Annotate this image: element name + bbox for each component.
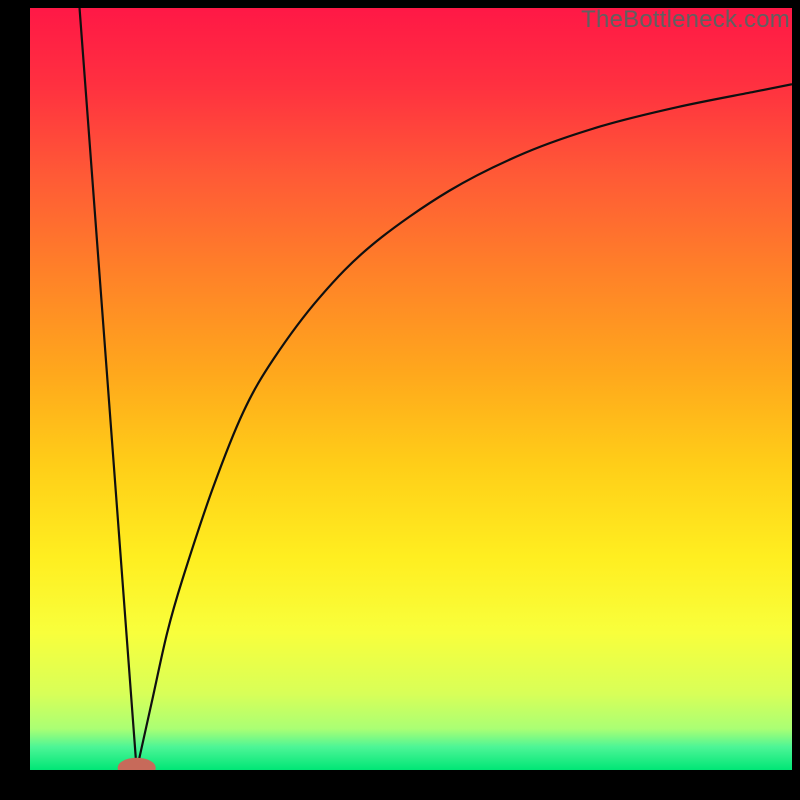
plot-area xyxy=(30,8,792,770)
bottleneck-curve xyxy=(80,8,792,770)
minimum-marker xyxy=(118,758,156,770)
curve-layer xyxy=(30,8,792,770)
chart-frame: TheBottleneck.com xyxy=(0,0,800,800)
watermark-text: TheBottleneck.com xyxy=(581,6,790,34)
